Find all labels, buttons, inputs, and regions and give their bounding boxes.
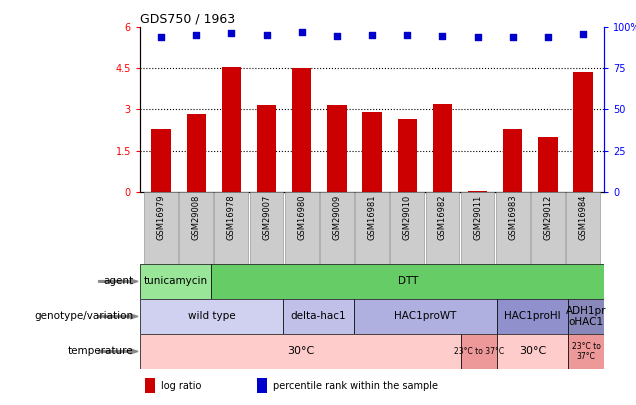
Text: 23°C to 37°C: 23°C to 37°C: [454, 347, 504, 356]
Text: GSM16980: GSM16980: [297, 195, 306, 240]
Text: 30°C: 30°C: [519, 346, 546, 356]
Bar: [538, 137, 558, 192]
Bar: [179, 192, 213, 264]
Bar: [363, 112, 382, 192]
Bar: [144, 378, 155, 393]
Bar: [569, 299, 604, 334]
Bar: [569, 334, 604, 369]
Bar: [151, 129, 170, 192]
Text: GSM16978: GSM16978: [227, 195, 236, 241]
Point: [473, 34, 483, 40]
Bar: [461, 334, 497, 369]
Text: DTT: DTT: [398, 277, 418, 286]
Text: GSM16984: GSM16984: [579, 195, 588, 240]
Bar: [574, 72, 593, 192]
Text: HAC1proHI: HAC1proHI: [504, 311, 561, 322]
Point: [367, 32, 377, 38]
Bar: [398, 119, 417, 192]
Bar: [460, 192, 494, 264]
Text: 23°C to
37°C: 23°C to 37°C: [572, 342, 601, 361]
Bar: [497, 299, 569, 334]
Text: 30°C: 30°C: [287, 346, 314, 356]
Bar: [292, 68, 312, 192]
Bar: [144, 192, 178, 264]
Bar: [503, 129, 522, 192]
Bar: [140, 264, 211, 299]
Point: [261, 32, 272, 38]
Text: agent: agent: [104, 277, 134, 286]
Bar: [425, 192, 459, 264]
Text: temperature: temperature: [68, 346, 134, 356]
Point: [296, 29, 307, 36]
Point: [156, 34, 166, 40]
Text: HAC1proWT: HAC1proWT: [394, 311, 457, 322]
Bar: [432, 104, 452, 192]
Bar: [355, 192, 389, 264]
Bar: [257, 378, 267, 393]
Text: delta-hac1: delta-hac1: [291, 311, 346, 322]
Bar: [285, 192, 319, 264]
Text: GSM29009: GSM29009: [333, 195, 342, 240]
Text: GDS750 / 1963: GDS750 / 1963: [140, 13, 235, 26]
Bar: [531, 192, 565, 264]
Text: GSM29010: GSM29010: [403, 195, 411, 240]
Text: GSM29007: GSM29007: [262, 195, 271, 240]
Text: log ratio: log ratio: [161, 381, 201, 391]
Point: [508, 33, 518, 40]
Text: GSM29011: GSM29011: [473, 195, 482, 240]
Text: genotype/variation: genotype/variation: [34, 311, 134, 322]
Point: [578, 30, 588, 37]
Bar: [566, 192, 600, 264]
Point: [332, 32, 342, 39]
Bar: [283, 299, 354, 334]
Bar: [496, 192, 530, 264]
Bar: [497, 334, 569, 369]
Point: [402, 32, 412, 38]
Bar: [140, 334, 461, 369]
Point: [226, 30, 237, 36]
Text: GSM16982: GSM16982: [438, 195, 447, 240]
Bar: [186, 113, 206, 192]
Text: GSM16981: GSM16981: [368, 195, 377, 240]
Bar: [468, 190, 487, 192]
Text: percentile rank within the sample: percentile rank within the sample: [273, 381, 438, 391]
Text: ADH1pr
oHAC1: ADH1pr oHAC1: [566, 306, 607, 327]
Text: GSM29012: GSM29012: [543, 195, 553, 240]
Bar: [211, 264, 604, 299]
Bar: [320, 192, 354, 264]
Bar: [214, 192, 248, 264]
Text: GSM16983: GSM16983: [508, 195, 517, 241]
Text: wild type: wild type: [188, 311, 235, 322]
Text: GSM16979: GSM16979: [156, 195, 165, 240]
Point: [438, 32, 448, 39]
Bar: [257, 105, 276, 192]
Bar: [222, 67, 241, 192]
Bar: [354, 299, 497, 334]
Text: GSM29008: GSM29008: [191, 195, 201, 240]
Bar: [391, 192, 424, 264]
Bar: [327, 105, 347, 192]
Point: [191, 32, 201, 38]
Bar: [140, 299, 283, 334]
Point: [543, 34, 553, 40]
Text: tunicamycin: tunicamycin: [144, 277, 208, 286]
Bar: [250, 192, 284, 264]
